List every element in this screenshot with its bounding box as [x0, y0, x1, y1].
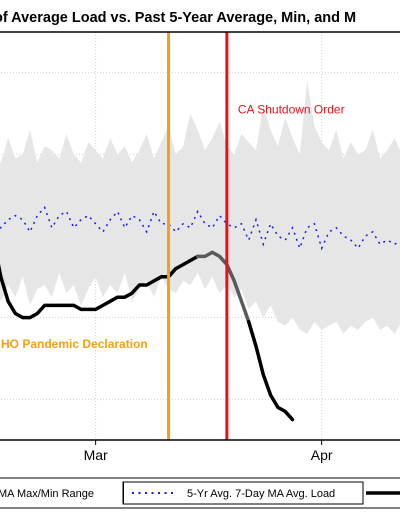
plot-area: CA Shutdown Order HO Pandemic Declaratio…	[0, 31, 400, 441]
chart-title: of Average Load vs. Past 5-Year Average,…	[0, 10, 356, 26]
legend-label-avg: 5-Yr Avg. 7-Day MA Avg. Load	[187, 488, 335, 500]
x-tick-label-apr: Apr	[311, 447, 333, 463]
legend: MA Max/Min Range 5-Yr Avg. 7-Day MA Avg.…	[0, 477, 400, 509]
legend-entry-avg-box	[122, 481, 364, 505]
x-axis: Mar Apr	[84, 440, 333, 463]
load-line-gray-segment	[195, 250, 251, 324]
who-declaration-label: HO Pandemic Declaration	[1, 337, 148, 351]
five-year-avg-line	[0, 205, 400, 251]
ca-shutdown-label: CA Shutdown Order	[238, 103, 345, 117]
x-tick-label-mar: Mar	[84, 447, 108, 463]
load-line-end-segment	[246, 319, 295, 422]
load-line	[0, 254, 200, 320]
legend-box	[0, 477, 400, 509]
plot-border	[0, 31, 400, 441]
range-band-series	[0, 81, 400, 334]
legend-label-range: MA Max/Min Range	[0, 488, 94, 500]
